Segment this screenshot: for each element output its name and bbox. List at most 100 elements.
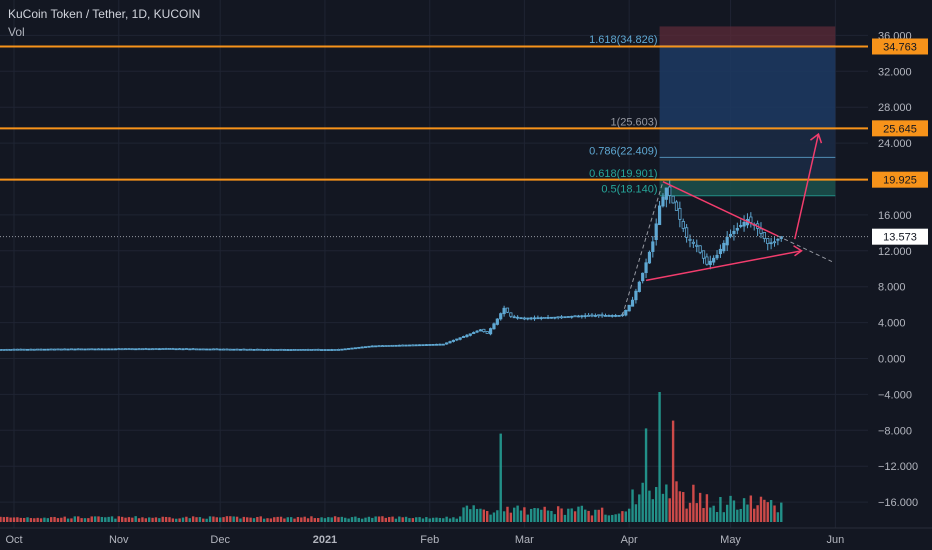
candle-body [583,315,587,317]
volume-label[interactable]: Vol [8,25,25,39]
volume-bar [43,517,46,522]
volume-bar [529,508,533,522]
candle-body [150,348,155,351]
candle-body [360,346,364,349]
volume-bar [553,514,556,522]
candle-body [15,348,19,351]
volume-bar [469,509,472,522]
volume-bar [641,482,644,522]
time-tick-label: Oct [5,534,22,546]
volume-bar [600,507,604,522]
price-tick-label: 16.000 [878,210,912,222]
fib-zone-target [659,45,836,129]
candle-body [279,348,283,351]
volume-bar [492,512,496,522]
candle-body [698,245,702,253]
volume-bar [587,510,590,522]
candle-body [617,315,621,317]
price-axis-background [868,0,932,528]
volume-bar [506,506,509,522]
volume-bar [617,513,621,522]
candle-body [323,349,327,351]
volume-bar [171,518,175,522]
candle-body [232,348,236,351]
candle-body [661,196,665,207]
volume-bar [371,517,374,522]
triangle-lower-line [645,250,802,282]
candle-body [36,348,40,351]
candle-body [685,227,689,238]
volume-bar [722,512,725,522]
symbol-title[interactable]: KuCoin Token / Tether, 1D, KUCOIN [8,7,201,21]
candle-body [576,315,581,318]
volume-bar [36,517,39,522]
volume-bar [100,516,104,522]
volume-bar [29,518,33,522]
candle-body [394,344,398,347]
volume-bar [570,508,573,522]
candle-body [265,349,270,351]
volume-bar [381,516,384,522]
volume-bar [279,516,283,522]
candle-body [83,348,87,351]
volume-bar [513,507,516,522]
candle-body [140,348,145,351]
volume-bar [712,505,715,522]
price-axis[interactable]: 36.00032.00028.00024.00020.00016.00012.0… [868,0,932,528]
price-tick-label: 12.000 [878,246,912,258]
candle-body [306,349,310,351]
fib-zones [659,26,836,197]
candle-body [286,349,290,351]
volume-bar [97,516,100,522]
volume-bar [418,517,421,522]
volume-bar [377,516,381,522]
volume-bar [725,504,729,522]
volume-bar [709,507,712,522]
volume-bar [753,508,756,522]
candle-body [407,344,412,347]
candle-body [691,241,695,244]
volume-bar [137,518,141,522]
volume-bar [60,517,63,522]
volume-bar [634,504,638,522]
volume-bar [736,509,739,522]
time-axis[interactable]: Oct Nov Dec 2021 Feb Mar Apr May Jun [0,527,932,546]
candle-body [570,315,574,318]
volume-bar [80,518,83,522]
candle-body [147,348,151,351]
candle-body [123,348,128,351]
candle-body [330,349,334,351]
candle-body [600,314,604,317]
candle-body [566,316,570,318]
volume-bar [300,517,303,522]
candle-body [367,345,371,348]
candle-body [404,344,408,347]
candle-body [671,195,675,204]
volume-bar [475,508,479,522]
candle-body [374,345,378,348]
time-tick-label: Dec [210,534,230,546]
volume-bar [763,499,766,522]
candle-body [353,347,357,350]
volume-bar [614,514,617,522]
candle-body [228,348,232,351]
volume-bar [448,518,452,522]
candle-body [526,317,530,320]
volume-bar [229,516,232,522]
candle-body [56,348,60,351]
candle-body [597,314,601,317]
candle-body [299,348,303,351]
candle-body [529,317,533,320]
drawings[interactable] [0,45,868,316]
volume-bar [310,516,313,522]
volume-bar [124,517,127,522]
volume-bar [323,518,327,522]
volume-bar [374,516,377,522]
candle-body [708,260,712,265]
current-price-label: 13.573 [883,232,917,244]
candle-body [22,348,26,351]
volume-bar [320,517,323,522]
time-tick-label: 2021 [313,534,337,546]
price-tick-label: −12.000 [878,461,918,473]
